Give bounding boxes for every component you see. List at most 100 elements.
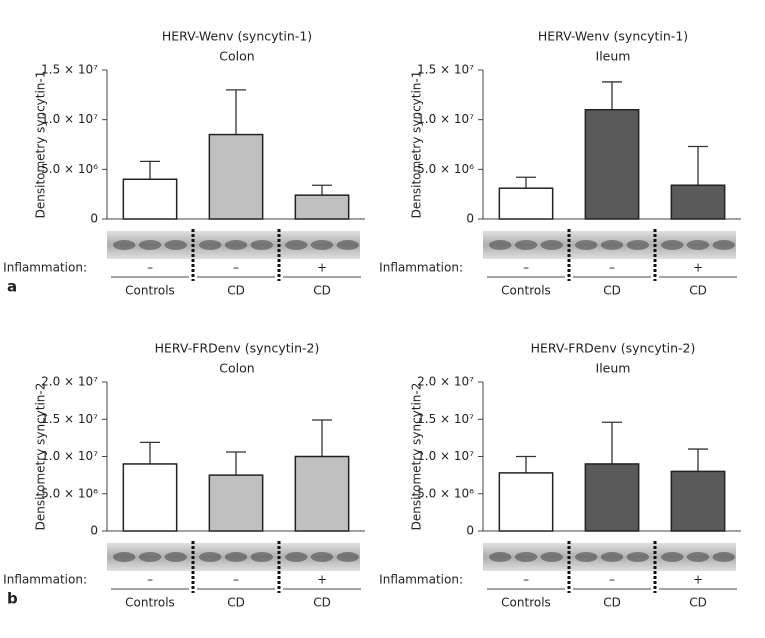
blot-band	[310, 552, 334, 562]
y-tick-label: 0	[90, 212, 98, 226]
inflammation-value: +	[693, 261, 703, 275]
blot-band	[514, 240, 538, 250]
y-axis-label: Densitometry syncytin-1	[34, 71, 48, 219]
y-tick-label: 5.0 × 10⁶	[41, 162, 98, 176]
blot-band	[686, 552, 710, 562]
inflammation-value: –	[147, 261, 153, 275]
blot-band	[712, 240, 735, 250]
y-tick-label: 1.0 × 10⁷	[417, 449, 474, 463]
blot-band	[489, 240, 512, 250]
blot-band	[626, 552, 649, 562]
chart-panel: HERV-Wenv (syncytin-1) Ileum Densitometry …	[379, 29, 741, 298]
y-tick-label: 1.5 × 10⁷	[417, 412, 474, 426]
inflammation-value: –	[523, 261, 529, 275]
chart-panel: HERV-FRDenv (syncytin-2) Ileum Densitometr…	[379, 341, 741, 610]
inflammation-value: +	[693, 573, 703, 587]
bar	[584, 108, 640, 220]
chart-subtitle: Colon	[219, 361, 254, 376]
chart-title: HERV-FRDenv (syncytin-2)	[531, 341, 696, 356]
panel-label: b	[7, 590, 18, 608]
blot-band	[310, 240, 334, 250]
inflammation-value: –	[609, 573, 615, 587]
y-tick-label: 5.0 × 10⁶	[417, 486, 474, 500]
blot-band	[250, 240, 273, 250]
x-tick-label: CD	[313, 596, 331, 610]
chart-title: HERV-FRDenv (syncytin-2)	[155, 341, 320, 356]
blot-band	[661, 240, 684, 250]
x-tick-label: Controls	[125, 284, 175, 298]
chart-title: HERV-Wenv (syncytin-1)	[162, 29, 312, 44]
inflammation-value: –	[609, 261, 615, 275]
blot-band	[600, 240, 624, 250]
chart-subtitle: Ileum	[596, 361, 631, 376]
inflammation-value: –	[147, 573, 153, 587]
blot-band	[113, 552, 136, 562]
blot-band	[540, 240, 563, 250]
blot-band	[575, 552, 598, 562]
panel-label: a	[7, 278, 17, 296]
y-tick-label: 1.5 × 10⁷	[417, 63, 474, 77]
x-tick-label: Controls	[501, 284, 551, 298]
inflammation-value: –	[523, 573, 529, 587]
y-tick-label: 1.0 × 10⁷	[41, 449, 98, 463]
y-tick-label: 2.0 × 10⁷	[417, 375, 474, 389]
inflammation-value: +	[317, 573, 327, 587]
y-tick-label: 1.5 × 10⁷	[41, 63, 98, 77]
x-tick-label: Controls	[501, 596, 551, 610]
x-tick-label: CD	[603, 284, 621, 298]
blot-band	[164, 240, 187, 250]
blot-band	[285, 552, 308, 562]
inflammation-value: +	[317, 261, 327, 275]
y-tick-label: 5.0 × 10⁶	[417, 162, 474, 176]
bar	[208, 133, 264, 220]
blot-band	[138, 240, 162, 250]
blot-band	[489, 552, 512, 562]
bar	[498, 187, 554, 220]
y-tick-label: 5.0 × 10⁶	[41, 486, 98, 500]
x-tick-label: CD	[603, 596, 621, 610]
chart-subtitle: Colon	[219, 49, 254, 64]
x-tick-label: CD	[313, 284, 331, 298]
blot-band	[575, 240, 598, 250]
inflammation-value: –	[233, 573, 239, 587]
bar	[208, 474, 264, 532]
chart-title: HERV-Wenv (syncytin-1)	[538, 29, 688, 44]
blot-band	[686, 240, 710, 250]
x-tick-label: CD	[227, 284, 245, 298]
blot-band	[164, 552, 187, 562]
y-axis-label: Densitometry syncytin-1	[410, 71, 424, 219]
chart-panel: HERV-Wenv (syncytin-1) Colon Densitometry …	[3, 29, 365, 298]
bar	[584, 463, 640, 532]
bar	[122, 463, 178, 532]
chart-subtitle: Ileum	[596, 49, 631, 64]
bar	[670, 184, 726, 220]
blot-band	[712, 552, 735, 562]
x-tick-label: CD	[689, 284, 707, 298]
blot-band	[540, 552, 563, 562]
y-axis-label: Densitometry syncytin-2	[34, 383, 48, 531]
bar	[294, 455, 350, 532]
y-tick-label: 1.0 × 10⁷	[417, 112, 474, 126]
blot-band	[250, 552, 273, 562]
blot-band	[600, 552, 624, 562]
y-tick-label: 1.5 × 10⁷	[41, 412, 98, 426]
bar	[498, 472, 554, 532]
blot-band	[514, 552, 538, 562]
y-tick-label: 0	[466, 524, 474, 538]
inflammation-label: Inflammation:	[3, 573, 87, 587]
blot-band	[199, 552, 222, 562]
bar	[670, 470, 726, 532]
blot-band	[138, 552, 162, 562]
y-tick-label: 0	[466, 212, 474, 226]
blot-band	[661, 552, 684, 562]
y-axis-label: Densitometry syncytin-2	[410, 383, 424, 531]
blot-band	[285, 240, 308, 250]
blot-band	[224, 240, 248, 250]
blot-band	[336, 240, 359, 250]
inflammation-label: Inflammation:	[3, 261, 87, 275]
inflammation-label: Inflammation:	[379, 261, 463, 275]
blot-band	[199, 240, 222, 250]
x-tick-label: CD	[227, 596, 245, 610]
x-tick-label: Controls	[125, 596, 175, 610]
